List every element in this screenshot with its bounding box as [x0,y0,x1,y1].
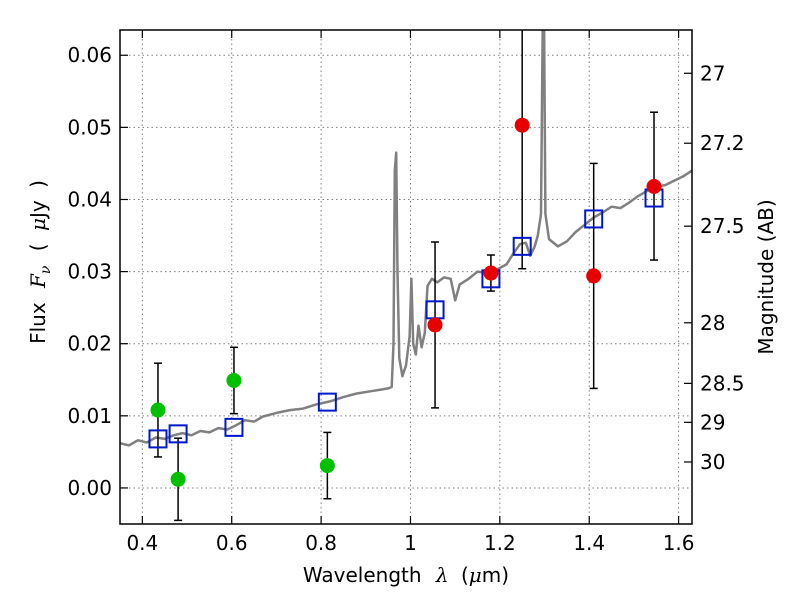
red-photometry-point [514,117,530,133]
sed-layer [120,30,692,447]
mag-tick-label: 28 [700,311,725,335]
y-label-mu: μ [26,218,50,231]
y-tick-label: 0.01 [67,404,112,428]
model-synthetic-point [224,417,244,437]
mag-tick-label: 29 [700,410,725,434]
mag-tick-label: 28.5 [700,371,745,395]
x-tick-label: 0.4 [126,531,158,555]
y-label-jy: Jy [26,200,50,220]
y-label-nu: ν [38,265,54,274]
green-photometry-point [170,471,186,487]
y-tick-label: 0.03 [67,260,112,284]
green-photometry-point [319,458,335,474]
x-label-mu: μ [469,563,482,587]
sed-model-line [120,30,692,447]
y-label-F: F [26,273,50,289]
y-tick-label: 0.05 [67,115,112,139]
mag-tick-label: 27.5 [700,214,745,238]
y-label-word: Flux [26,302,50,344]
x-tick-label: 1.6 [663,531,695,555]
mag-tick-label: 30 [700,450,725,474]
markers [148,117,664,487]
mag-tick-label: 27 [700,61,725,85]
red-photometry-point [483,265,499,281]
model-synthetic-point [512,236,532,256]
model-synthetic-point [584,209,604,229]
model-synthetic-point [168,424,188,444]
x-label-open: ( [461,563,469,587]
x-label-unit: m) [482,563,509,587]
y-label-open: ( [26,243,50,251]
y-tick-label: 0.04 [67,187,112,211]
model-synthetic-point [148,429,168,449]
errorbars [153,30,659,522]
x-tick-label: 0.8 [305,531,337,555]
x-tick-label: 0.6 [216,531,248,555]
plot-frame [119,29,693,525]
x-tick-label: 1.4 [573,531,605,555]
x-axis-label: Wavelength λ (μm) [303,563,509,587]
y-tick-label: 0.02 [67,332,112,356]
red-photometry-point [427,317,443,333]
y-tick-label: 0.00 [67,476,112,500]
y2-axis-label: Magnitude (AB) [754,199,778,354]
x-tick-label: 1.2 [484,531,516,555]
mag-tick-label: 27.2 [700,131,745,155]
x-tick-label: 1 [404,531,417,555]
green-photometry-point [226,372,242,388]
ticks: 0.4 0.6 0.8 1 1.2 1.4 1.6 0.00 0.01 0.02 0.03 0.04 0… [67,30,745,555]
grid [120,30,692,524]
y-axis-label: Flux Fν ( μJy ) [26,180,55,344]
x-label-word: Wavelength [303,563,422,587]
y-tick-label: 0.06 [67,43,112,67]
y-label-close: ) [26,180,50,188]
model-synthetic-point [317,392,337,412]
green-photometry-point [150,402,166,418]
red-photometry-point [586,268,602,284]
red-photometry-point [646,178,662,194]
x-label-lambda: λ [435,563,449,587]
